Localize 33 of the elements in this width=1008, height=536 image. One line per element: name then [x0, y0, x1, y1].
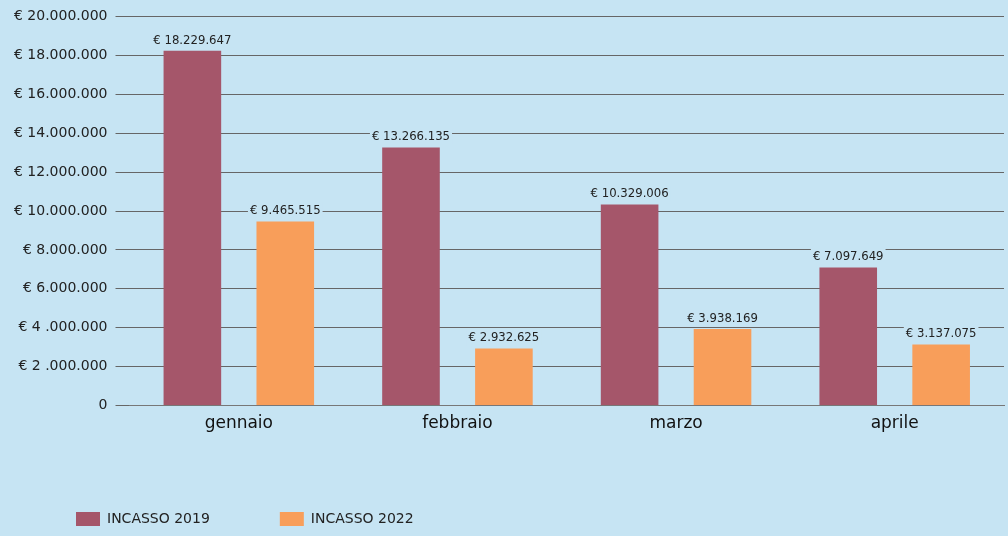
- y-tick-label: 0: [98, 396, 108, 413]
- y-tick-label: € 8.000.000: [22, 240, 108, 257]
- y-tick-label: € 14.000.000: [14, 123, 108, 140]
- x-tick-label: gennaio: [204, 412, 273, 433]
- y-tick-label: € 12.000.000: [14, 162, 108, 179]
- y-tick-label: € 6.000.000: [22, 279, 108, 296]
- legend-label: INCASSO 2019: [107, 509, 210, 526]
- data-label: € 10.329.006: [590, 185, 669, 201]
- y-tick-label: € 18.000.000: [14, 45, 108, 62]
- y-tick-label: € 16.000.000: [14, 84, 108, 101]
- bar: [475, 348, 533, 406]
- data-label: € 3.938.169: [687, 309, 758, 325]
- bar: [163, 50, 222, 406]
- x-tick-label: febbraio: [422, 412, 493, 433]
- y-tick-label: € 2 .000.000: [18, 357, 108, 374]
- bar: [693, 328, 752, 406]
- data-label: € 7.097.649: [812, 248, 884, 264]
- bar: [382, 147, 440, 406]
- data-label: € 2.932.625: [468, 329, 540, 345]
- bar: [819, 267, 878, 406]
- legend-label: INCASSO 2022: [310, 509, 414, 526]
- data-label: € 13.266.135: [371, 128, 451, 144]
- data-label: € 9.465.515: [249, 202, 321, 218]
- data-label: € 18.229.647: [153, 31, 232, 47]
- y-tick-label: € 20.000.000: [14, 7, 108, 24]
- x-tick-label: aprile: [870, 412, 919, 433]
- y-tick-label: € 10.000.000: [14, 201, 108, 218]
- bar: [600, 204, 659, 406]
- x-tick-label: marzo: [649, 412, 703, 433]
- bar: [256, 221, 315, 406]
- y-tick-label: € 4 .000.000: [18, 318, 108, 335]
- data-label: € 3.137.075: [905, 325, 977, 341]
- bar: [912, 344, 970, 406]
